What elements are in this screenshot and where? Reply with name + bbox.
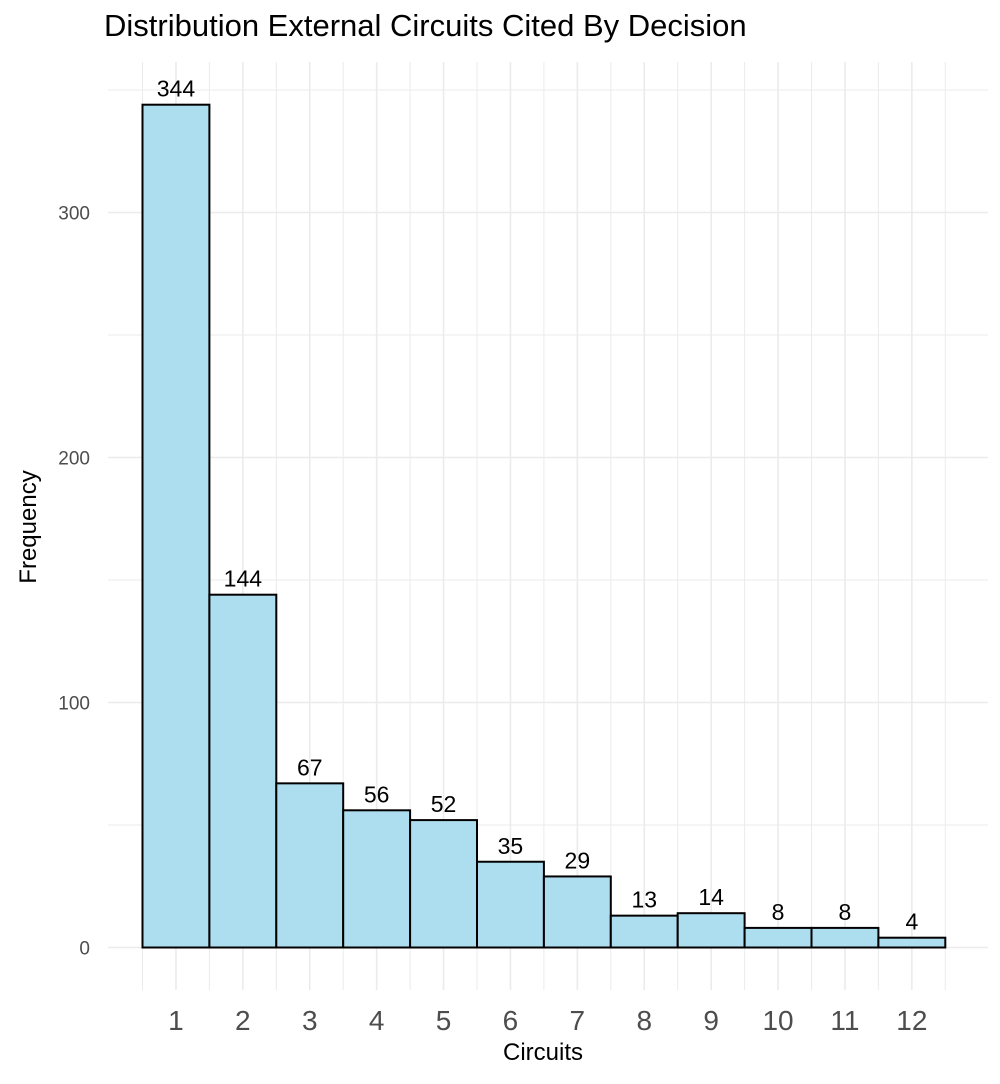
bars	[141, 103, 947, 949]
data-label-2: 144	[224, 566, 263, 592]
x-tick-labels: 1 2 3 4 5 6 7 8 9 10 11 12	[168, 1005, 927, 1036]
x-tick-label: 5	[436, 1005, 452, 1036]
bar-2	[208, 593, 278, 949]
x-axis-title: Circuits	[502, 1039, 584, 1066]
x-tick-label: 4	[369, 1005, 385, 1036]
data-label-3: 67	[297, 754, 323, 780]
y-tick-label: 0	[79, 939, 90, 960]
x-tick-label: 6	[503, 1005, 519, 1036]
bar-11	[810, 926, 880, 949]
bar-10	[743, 926, 813, 949]
bar-4	[342, 809, 412, 949]
bar-12	[877, 936, 947, 949]
bar-9	[676, 912, 746, 949]
x-tick-label: 9	[703, 1005, 719, 1036]
bar-5	[409, 819, 479, 949]
bar-1	[141, 103, 211, 949]
bar-8	[609, 914, 679, 949]
data-label-4: 56	[364, 781, 390, 807]
chart-title: Distribution External Circuits Cited By …	[104, 8, 747, 43]
data-label-12: 4	[905, 909, 918, 935]
x-tick-label: 10	[762, 1005, 793, 1036]
y-tick-label: 300	[58, 204, 90, 225]
data-labels: 344 144 67 56 52 35 29 13 14 8 8 4	[157, 76, 919, 935]
data-label-7: 29	[565, 847, 591, 873]
data-label-9: 14	[698, 884, 724, 910]
x-tick-label: 11	[830, 1005, 859, 1036]
y-tick-labels: 0 100 200 300	[58, 204, 90, 960]
x-tick-label: 2	[235, 1005, 251, 1036]
x-tick-label: 1	[168, 1005, 184, 1036]
data-label-10: 8	[772, 899, 785, 925]
data-label-5: 52	[431, 791, 457, 817]
bar-6	[476, 860, 545, 949]
x-tick-label: 3	[302, 1005, 318, 1036]
x-tick-label: 12	[896, 1005, 927, 1036]
y-tick-label: 100	[58, 694, 90, 715]
data-label-11: 8	[839, 899, 852, 925]
bar-3	[275, 782, 345, 949]
y-axis-title: Frequency	[15, 470, 42, 584]
data-label-6: 35	[498, 833, 524, 859]
x-tick-label: 8	[636, 1005, 652, 1036]
x-tick-label: 7	[570, 1005, 586, 1036]
y-tick-label: 200	[58, 449, 90, 470]
bar-7	[542, 875, 612, 949]
data-label-1: 344	[157, 76, 196, 102]
data-label-8: 13	[631, 887, 657, 913]
